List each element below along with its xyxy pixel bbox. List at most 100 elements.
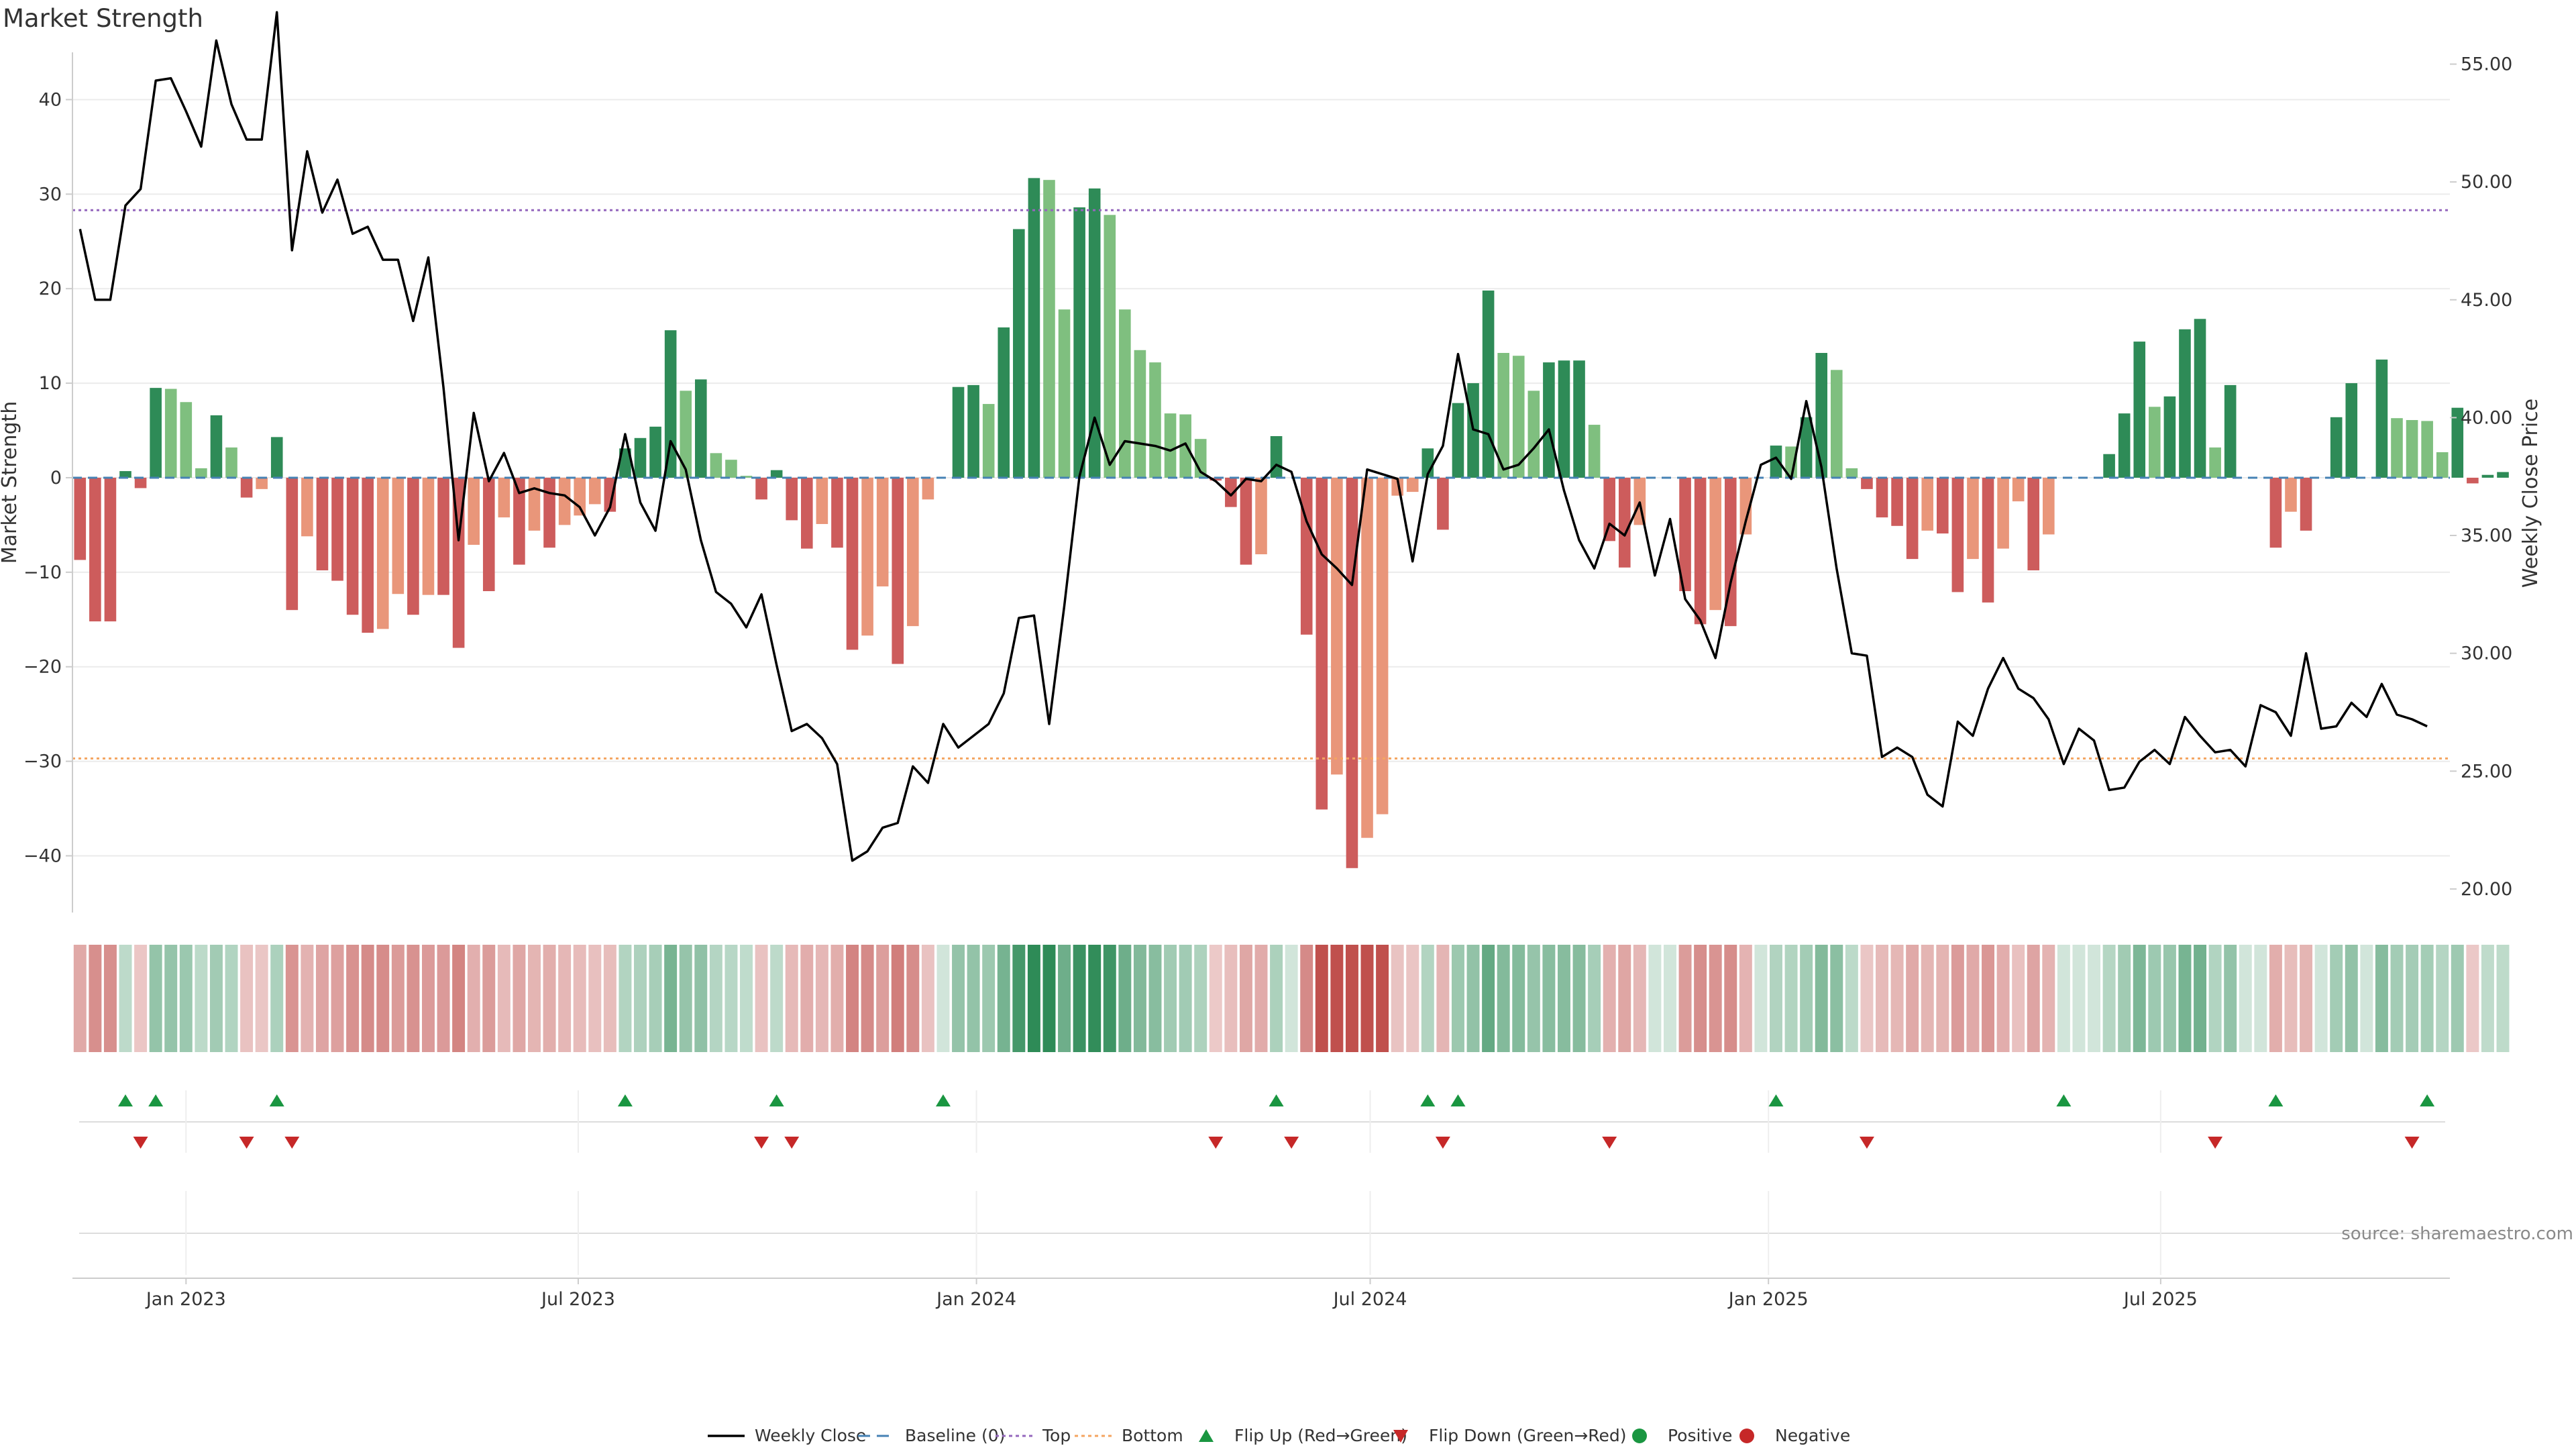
heat-cell bbox=[1966, 945, 1980, 1052]
heat-cell bbox=[1921, 945, 1934, 1052]
heat-cell bbox=[315, 945, 329, 1052]
strength-bar bbox=[376, 477, 389, 629]
heat-cell bbox=[421, 945, 435, 1052]
heat-cell bbox=[2072, 945, 2086, 1052]
heat-cell bbox=[270, 945, 284, 1052]
y-left-tick-label: 30 bbox=[39, 184, 62, 205]
strength-bar bbox=[482, 477, 495, 592]
flip-up-marker bbox=[1768, 1094, 1784, 1106]
legend-label: Top bbox=[1042, 1426, 1071, 1445]
flip-up-marker bbox=[1269, 1094, 1284, 1106]
heat-cell bbox=[1118, 945, 1132, 1052]
heat-cell bbox=[452, 945, 466, 1052]
heat-cell bbox=[982, 945, 996, 1052]
heat-cell bbox=[2330, 945, 2343, 1052]
heat-cell bbox=[755, 945, 768, 1052]
legend-label: Flip Down (Green→Red) bbox=[1429, 1426, 1627, 1445]
strength-bar bbox=[1770, 446, 1782, 478]
flip-up-marker bbox=[617, 1094, 633, 1106]
heat-cell bbox=[709, 945, 722, 1052]
heat-cell bbox=[73, 945, 87, 1052]
strength-bar bbox=[1088, 188, 1101, 478]
legend-swatch bbox=[1632, 1429, 1647, 1443]
heat-cell bbox=[724, 945, 738, 1052]
strength-bar bbox=[1997, 477, 2009, 549]
strength-bar bbox=[195, 468, 207, 478]
legend-label: Flip Up (Red→Green) bbox=[1234, 1426, 1407, 1445]
strength-bar bbox=[1149, 362, 1161, 478]
legend-item: Baseline (0) bbox=[858, 1426, 1005, 1445]
y-right-tick-label: 55.00 bbox=[2461, 54, 2512, 75]
heat-cell bbox=[1012, 945, 1026, 1052]
strength-bar bbox=[2375, 359, 2388, 478]
heat-cell bbox=[103, 945, 117, 1052]
strength-bar bbox=[967, 384, 979, 478]
legend-label: Negative bbox=[1775, 1426, 1850, 1445]
weekly-close-line bbox=[78, 11, 2428, 862]
strength-bar bbox=[2269, 477, 2282, 548]
strength-bar bbox=[1951, 477, 1964, 592]
heat-cell bbox=[2254, 945, 2267, 1052]
strength-bar bbox=[2391, 418, 2403, 478]
strength-bar bbox=[1861, 477, 1873, 489]
heat-cell bbox=[528, 945, 541, 1052]
flip-up-marker bbox=[769, 1094, 784, 1106]
heat-cell bbox=[1194, 945, 1208, 1052]
strength-bar bbox=[134, 477, 147, 488]
strength-bar bbox=[2451, 407, 2464, 478]
flip-down-marker bbox=[1284, 1137, 1299, 1149]
strength-bar bbox=[1316, 477, 1328, 810]
heat-cell bbox=[134, 945, 148, 1052]
y-left-tick-label: 10 bbox=[39, 373, 62, 394]
heat-cell bbox=[936, 945, 950, 1052]
x-tick-label: Jul 2024 bbox=[1332, 1289, 1407, 1310]
strength-bar bbox=[800, 477, 813, 549]
heat-cell bbox=[1890, 945, 1904, 1052]
heat-cell bbox=[119, 945, 132, 1052]
heat-cell bbox=[2375, 945, 2388, 1052]
flip-markers-panel bbox=[79, 1090, 2445, 1153]
y-left-tick-label: 0 bbox=[50, 468, 62, 488]
strength-bar bbox=[2133, 342, 2146, 478]
heat-cell bbox=[2269, 945, 2282, 1052]
heat-cell bbox=[1133, 945, 1146, 1052]
heat-cell bbox=[1845, 945, 1858, 1052]
heat-cell bbox=[1739, 945, 1752, 1052]
x-axis: Jan 2023 Jul 2023 Jan 2024 Jul 2024 Jan 2025… bbox=[72, 1278, 2450, 1310]
strength-bar bbox=[1876, 477, 1888, 518]
heat-cell bbox=[2118, 945, 2131, 1052]
strength-bar bbox=[498, 477, 511, 518]
heat-cell bbox=[2496, 945, 2510, 1052]
strength-bar bbox=[528, 477, 541, 531]
heat-cell bbox=[1209, 945, 1222, 1052]
flip-up-marker bbox=[118, 1094, 133, 1106]
strength-bar bbox=[755, 477, 767, 500]
heat-cell bbox=[1754, 945, 1768, 1052]
strength-bar bbox=[74, 477, 87, 560]
strength-bar bbox=[2179, 329, 2191, 478]
strength-bar bbox=[725, 460, 737, 478]
strength-bar bbox=[604, 477, 616, 512]
strength-bar bbox=[2043, 477, 2055, 535]
heat-cell bbox=[997, 945, 1010, 1052]
heat-cell bbox=[2224, 945, 2237, 1052]
heat-cell bbox=[209, 945, 223, 1052]
heat-cell bbox=[588, 945, 602, 1052]
heat-cell bbox=[2027, 945, 2040, 1052]
strength-bar bbox=[286, 477, 299, 611]
strength-bar bbox=[1300, 477, 1313, 635]
heat-cell bbox=[2390, 945, 2404, 1052]
heat-cell bbox=[1270, 945, 1283, 1052]
y-left-tick-label: −20 bbox=[23, 657, 62, 678]
strength-bar bbox=[1225, 477, 1237, 507]
strength-bar bbox=[1255, 477, 1267, 555]
strength-bar bbox=[740, 476, 753, 478]
strength-bar bbox=[1073, 207, 1085, 478]
legend-swatch bbox=[1739, 1429, 1754, 1443]
heat-cell bbox=[2057, 945, 2070, 1052]
heat-cell bbox=[1376, 945, 1389, 1052]
strength-bar bbox=[1043, 180, 1055, 478]
x-tick-label: Jan 2024 bbox=[935, 1289, 1016, 1310]
strength-bar bbox=[1376, 477, 1389, 815]
